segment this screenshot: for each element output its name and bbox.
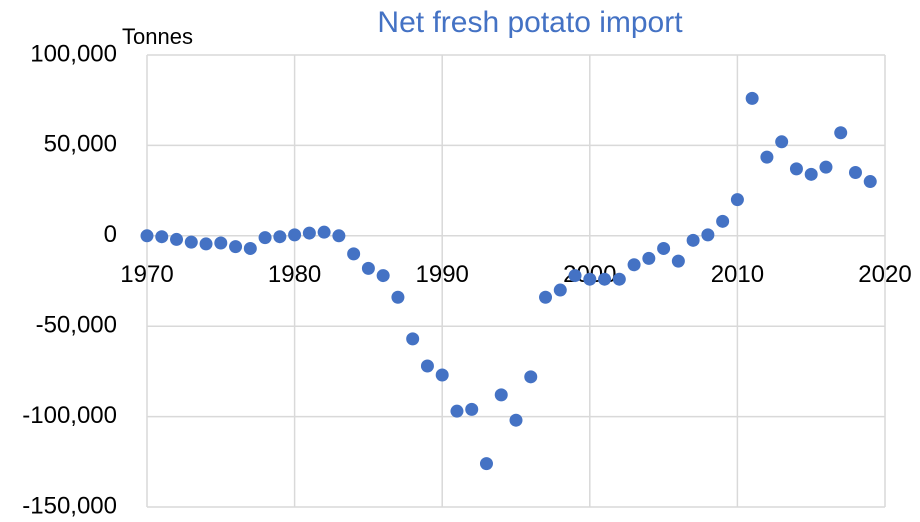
y-tick-label: -50,000 <box>36 312 117 339</box>
data-point <box>819 160 833 174</box>
data-point <box>155 230 169 244</box>
data-point <box>789 162 803 176</box>
y-tick-label: 100,000 <box>30 40 117 67</box>
data-point <box>406 332 420 346</box>
data-point <box>170 232 184 246</box>
data-point <box>834 126 848 140</box>
data-point <box>243 241 257 255</box>
data-point <box>760 150 774 164</box>
data-point <box>671 254 685 268</box>
data-point <box>361 261 375 275</box>
data-point <box>450 404 464 418</box>
data-point <box>465 402 479 416</box>
data-point <box>627 258 641 272</box>
data-point <box>376 269 390 283</box>
data-point <box>479 457 493 471</box>
data-point <box>494 388 508 402</box>
data-point <box>258 231 272 245</box>
data-point <box>583 272 597 286</box>
y-tick-label: -100,000 <box>22 402 117 429</box>
data-point <box>317 225 331 239</box>
data-point <box>229 240 243 254</box>
data-point <box>716 214 730 228</box>
data-point <box>642 251 656 265</box>
data-point <box>302 226 316 240</box>
data-point <box>435 368 449 382</box>
data-point <box>199 237 213 251</box>
x-tick-label: 2020 <box>858 261 911 288</box>
data-point <box>524 370 538 384</box>
data-point <box>730 193 744 207</box>
y-tick-label: 50,000 <box>44 131 117 158</box>
data-point <box>804 167 818 181</box>
y-axis-label: Tonnes <box>122 24 193 49</box>
data-point <box>553 283 567 297</box>
data-point <box>288 228 302 242</box>
chart-title: Net fresh potato import <box>377 6 683 39</box>
data-point <box>184 235 198 249</box>
data-point <box>568 269 582 283</box>
data-point <box>657 241 671 255</box>
data-point <box>848 166 862 180</box>
data-point <box>701 228 715 242</box>
data-point <box>686 233 700 247</box>
x-tick-label: 1990 <box>416 261 469 288</box>
data-point <box>391 290 405 304</box>
data-point <box>775 135 789 149</box>
data-point <box>347 247 361 261</box>
data-point <box>273 230 287 244</box>
data-point <box>420 359 434 373</box>
data-point <box>214 236 228 250</box>
data-point <box>332 229 346 243</box>
data-point <box>598 272 612 286</box>
data-point <box>863 175 877 189</box>
data-point <box>140 229 154 243</box>
data-point <box>539 290 553 304</box>
x-tick-label: 2010 <box>711 261 764 288</box>
x-tick-label: 1970 <box>120 261 173 288</box>
data-point <box>509 413 523 427</box>
data-point <box>745 91 759 105</box>
x-tick-label: 1980 <box>268 261 321 288</box>
data-point <box>612 272 626 286</box>
y-tick-label: 0 <box>104 221 117 248</box>
y-tick-label: -150,000 <box>22 492 117 519</box>
